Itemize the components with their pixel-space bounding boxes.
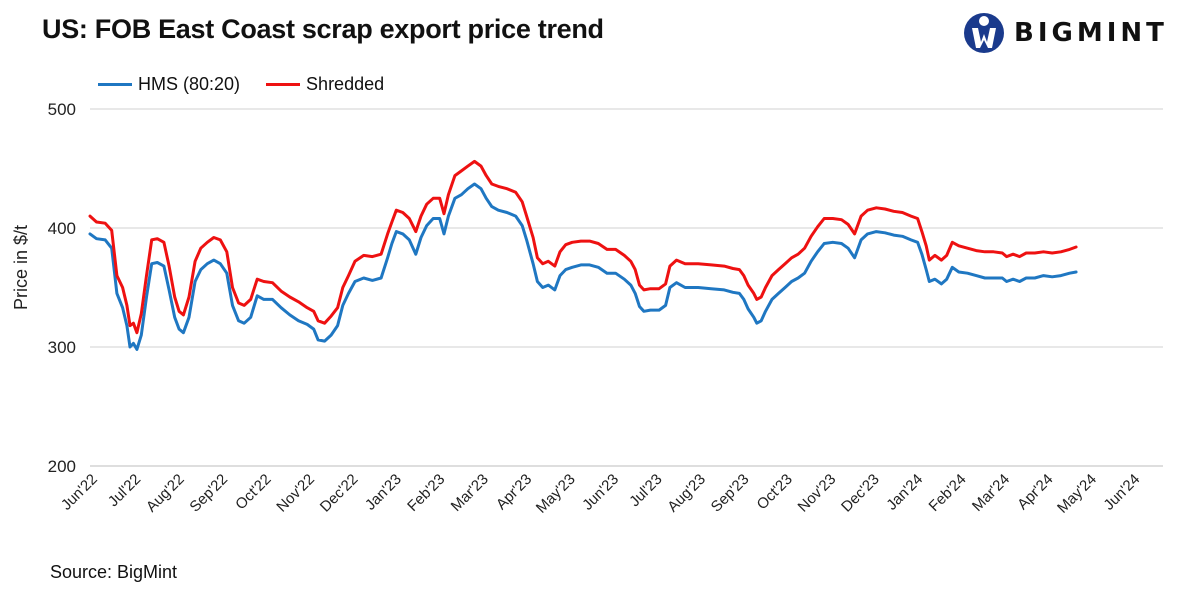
x-tick-label: Jul'23 bbox=[626, 471, 665, 510]
chart-legend: HMS (80:20) Shredded bbox=[98, 74, 410, 95]
x-tick-label: Sep'22 bbox=[186, 471, 231, 516]
y-tick-label: 300 bbox=[48, 338, 76, 357]
y-tick-label: 200 bbox=[48, 457, 76, 476]
x-tick-label: Nov'23 bbox=[795, 471, 840, 516]
legend-label-shredded: Shredded bbox=[306, 74, 385, 94]
x-tick-label: Oct'22 bbox=[232, 471, 274, 513]
x-tick-label: Apr'23 bbox=[493, 471, 535, 513]
x-tick-label: Mar'23 bbox=[448, 471, 492, 515]
x-tick-label: Dec'22 bbox=[317, 471, 362, 516]
x-tick-label: Jan'24 bbox=[883, 471, 926, 514]
x-tick-label: Jan'23 bbox=[362, 471, 405, 514]
x-tick-label: Feb'23 bbox=[404, 471, 448, 515]
x-tick-label: Jun'24 bbox=[1100, 471, 1143, 514]
x-tick-label: Aug'22 bbox=[143, 471, 188, 516]
series-line-shredded bbox=[88, 159, 1078, 335]
x-tick-label: Apr'24 bbox=[1014, 471, 1056, 513]
legend-item-hms: HMS (80:20) bbox=[98, 74, 240, 95]
chart-title: US: FOB East Coast scrap export price tr… bbox=[42, 14, 604, 44]
source-note: Source: BigMint bbox=[50, 562, 178, 582]
bigmint-logo-icon bbox=[964, 13, 1004, 53]
x-tick-label: Jun'22 bbox=[58, 471, 101, 514]
x-tick-label: May'23 bbox=[533, 471, 579, 517]
x-tick-label: Aug'23 bbox=[664, 471, 709, 516]
brand-logo: BIGMINT bbox=[962, 12, 1168, 54]
x-tick-label: Nov'22 bbox=[273, 471, 318, 516]
y-axis-label: Price in $/t bbox=[11, 225, 31, 310]
series-line-hms bbox=[88, 182, 1078, 351]
y-tick-label: 400 bbox=[48, 219, 76, 238]
y-tick-label: 500 bbox=[48, 100, 76, 119]
x-tick-label: Sep'23 bbox=[708, 471, 753, 516]
x-tick-label: Oct'23 bbox=[754, 471, 796, 513]
legend-label-hms: HMS (80:20) bbox=[138, 74, 241, 94]
legend-swatch-hms bbox=[98, 83, 132, 86]
legend-item-shredded: Shredded bbox=[266, 74, 384, 95]
x-tick-label: Jun'23 bbox=[579, 471, 622, 514]
x-tick-label: Mar'24 bbox=[969, 471, 1013, 515]
legend-swatch-shredded bbox=[266, 83, 301, 86]
brand-name: BIGMINT bbox=[1014, 18, 1168, 48]
x-tick-label: May'24 bbox=[1054, 471, 1100, 517]
x-tick-label: Feb'24 bbox=[926, 471, 970, 515]
x-tick-label: Jul'22 bbox=[105, 471, 144, 510]
x-tick-label: Dec'23 bbox=[838, 471, 883, 516]
